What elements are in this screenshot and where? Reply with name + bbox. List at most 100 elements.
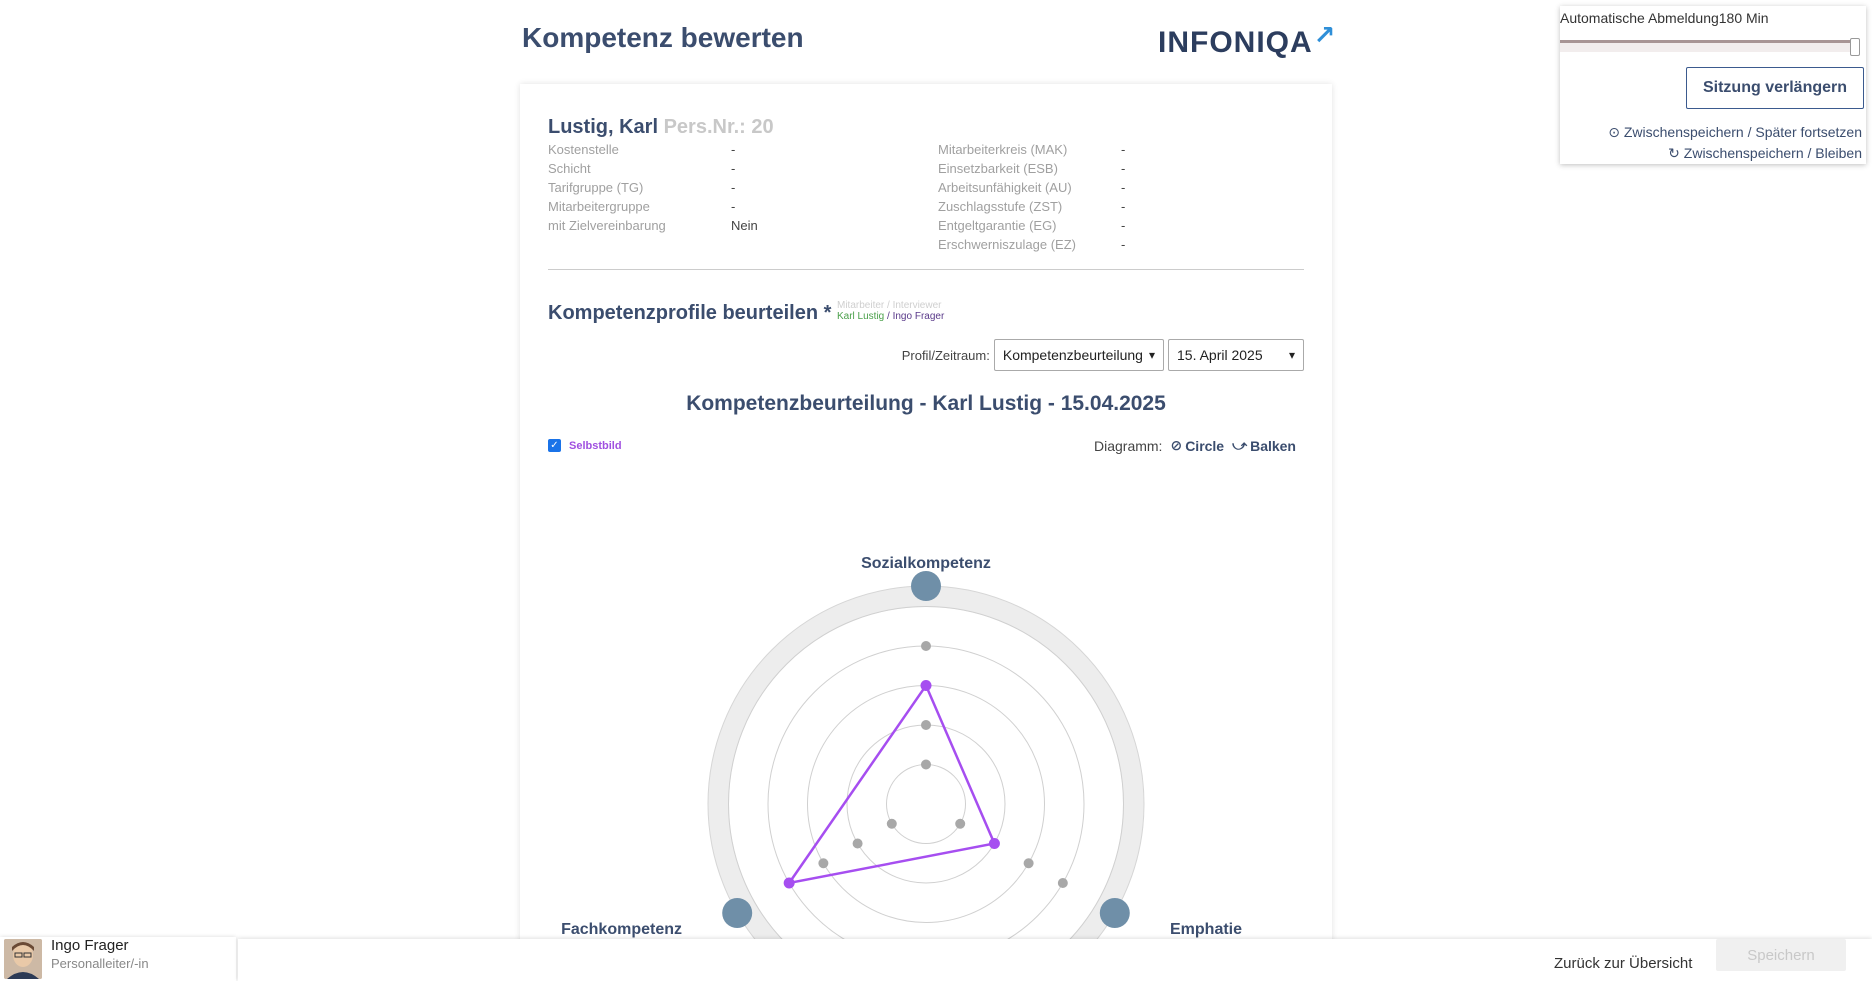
radar-level-dot (852, 838, 863, 849)
radar-grid-circle (728, 606, 1124, 944)
participants-legend: Mitarbeiter / Interviewer Karl Lustig / … (837, 300, 944, 322)
user-name: Ingo Frager (51, 937, 129, 954)
field-label: mit Zielvereinbarung (548, 218, 666, 233)
radar-level-dot (1023, 858, 1034, 869)
date-select-value: 15. April 2025 (1177, 347, 1263, 363)
page-title: Kompetenz bewerten (522, 22, 804, 53)
field-row: Mitarbeiterkreis (MAK) - (938, 142, 1125, 161)
field-row: Erschwerniszulage (EZ) - (938, 237, 1125, 256)
radar-level-dot (818, 858, 829, 869)
field-row: Kostenstelle - (548, 142, 758, 161)
save-stay-label: Zwischenspeichern / Bleiben (1683, 145, 1862, 161)
field-label: Kostenstelle (548, 142, 619, 157)
radar-axis-label: Sozialkompetenz (861, 555, 991, 572)
field-value: - (731, 142, 736, 157)
extend-session-button[interactable]: Sitzung verlängern (1686, 67, 1864, 109)
date-select[interactable]: 15. April 2025 ▾ (1168, 339, 1304, 371)
circle-label: Circle (1185, 437, 1225, 454)
infoniqa-logo: INFONIQA ↗ (1158, 20, 1336, 60)
employee-name: Lustig, Karl (548, 116, 659, 138)
employee-fields-left: Kostenstelle - Schicht - Tarifgruppe (TG) -… (548, 142, 758, 237)
required-mark: * (823, 302, 832, 324)
radar-axis-marker (722, 898, 753, 928)
chevron-down-icon: ▾ (1288, 348, 1295, 362)
session-timer-bar (1560, 38, 1860, 56)
session-timeout-label: Automatische Abmeldung180 Min (1560, 10, 1769, 26)
field-row: Einsetzbarkeit (ESB) - (938, 161, 1125, 180)
field-value: - (1121, 161, 1126, 176)
selbstbild-label: Selbstbild (569, 439, 622, 452)
back-to-overview-link[interactable]: Zurück zur Übersicht (1554, 955, 1693, 972)
radar-series-polygon (786, 682, 997, 885)
radar-chart: Sozialkompetenz Emphatie Fachkompetenz (561, 555, 1242, 944)
radar-series-point (988, 838, 1000, 849)
legend-roles: Mitarbeiter / Interviewer (837, 300, 942, 311)
radar-level-dot (921, 759, 931, 770)
field-row: mit Zielvereinbarung Nein (548, 218, 758, 237)
radar-axis-marker (911, 571, 941, 601)
radar-level-dot (886, 818, 897, 829)
field-label: Einsetzbarkeit (ESB) (938, 161, 1058, 176)
field-value: - (1121, 218, 1126, 233)
employee-fields-right: Mitarbeiterkreis (MAK) - Einsetzbarkeit (… (938, 142, 1125, 256)
field-row: Schicht - (548, 161, 758, 180)
selbstbild-toggle[interactable]: ✓ Selbstbild (548, 439, 622, 452)
legend-interviewer: Ingo Frager (892, 311, 945, 322)
field-label: Erschwerniszulage (EZ) (938, 237, 1076, 252)
radar-series-point (783, 877, 795, 889)
session-timer-handle[interactable] (1850, 38, 1860, 56)
diagram-option-balken[interactable]: ⤻ Balken (1232, 437, 1296, 454)
avatar (4, 939, 42, 979)
selbstbild-checkbox[interactable]: ✓ (548, 439, 561, 452)
footer-bar: Zurück zur Übersicht Speichern (238, 939, 1872, 981)
field-label: Mitarbeiterkreis (MAK) (938, 142, 1068, 157)
field-label: Schicht (548, 161, 591, 176)
field-value: - (1121, 199, 1126, 214)
logo-arrow-icon: ↗ (1313, 20, 1337, 50)
chart-title: Kompetenzbeurteilung - Karl Lustig - 15.… (686, 392, 1166, 415)
save-later-link[interactable]: ⊙ Zwischenspeichern / Später fortsetzen (1608, 124, 1862, 141)
field-label: Arbeitsunfähigkeit (AU) (938, 180, 1072, 195)
field-row: Tarifgruppe (TG) - (548, 180, 758, 199)
radar-axis-marker (1099, 898, 1130, 928)
section-title-text: Kompetenzprofile beurteilen (548, 302, 819, 324)
save-stay-link[interactable]: ↻ Zwischenspeichern / Bleiben (1668, 145, 1862, 162)
diagram-label: Diagramm: (1093, 437, 1163, 454)
field-row: Entgeltgarantie (EG) - (938, 218, 1125, 237)
save-button[interactable]: Speichern (1716, 939, 1846, 971)
field-row: Mitarbeitergruppe - (548, 199, 758, 218)
radar-level-dot (921, 641, 931, 651)
employee-persnr: Pers.Nr.: 20 (663, 116, 774, 138)
profile-filter: Profil/Zeitraum: Kompetenzbeurteilung ▾ 1… (902, 339, 1304, 371)
logo-text: INFONIQA (1158, 26, 1313, 59)
field-label: Zuschlagsstufe (ZST) (938, 199, 1063, 214)
clock-icon: ⊙ (1608, 124, 1624, 140)
session-popup: Automatische Abmeldung180 Min Sitzung ve… (1560, 6, 1866, 164)
field-value: - (731, 199, 736, 214)
profile-label: Profil/Zeitraum: (901, 347, 990, 363)
trend-icon: ⤻ (1232, 437, 1248, 453)
radar-level-dot (921, 720, 931, 730)
radar-grid-circle (886, 764, 966, 844)
balken-label: Balken (1250, 437, 1296, 454)
radar-level-dot (1057, 878, 1068, 888)
user-panel[interactable]: Ingo Frager Personalleiter/-in (0, 937, 236, 981)
radar-axis-label: Emphatie (1170, 921, 1242, 938)
field-label: Tarifgruppe (TG) (548, 180, 644, 195)
radar-series-point (920, 680, 932, 691)
radar-axis-label: Fachkompetenz (561, 921, 682, 938)
field-row: Arbeitsunfähigkeit (AU) - (938, 180, 1125, 199)
field-value: Nein (731, 218, 758, 233)
radar-grid-circle (846, 724, 1006, 884)
evaluation-card: Lustig, Karl Pers.Nr.: 20 Kostenstelle - … (520, 84, 1332, 944)
field-value: - (1121, 237, 1126, 252)
refresh-icon: ↻ (1668, 145, 1684, 161)
divider (548, 269, 1304, 270)
field-label: Mitarbeitergruppe (548, 199, 650, 214)
profile-select[interactable]: Kompetenzbeurteilung ▾ (993, 339, 1164, 371)
field-value: - (1121, 142, 1126, 157)
chevron-down-icon: ▾ (1148, 348, 1155, 362)
diagram-option-circle[interactable]: ⊘ Circle (1170, 437, 1224, 454)
radar-level-dot (955, 818, 966, 829)
